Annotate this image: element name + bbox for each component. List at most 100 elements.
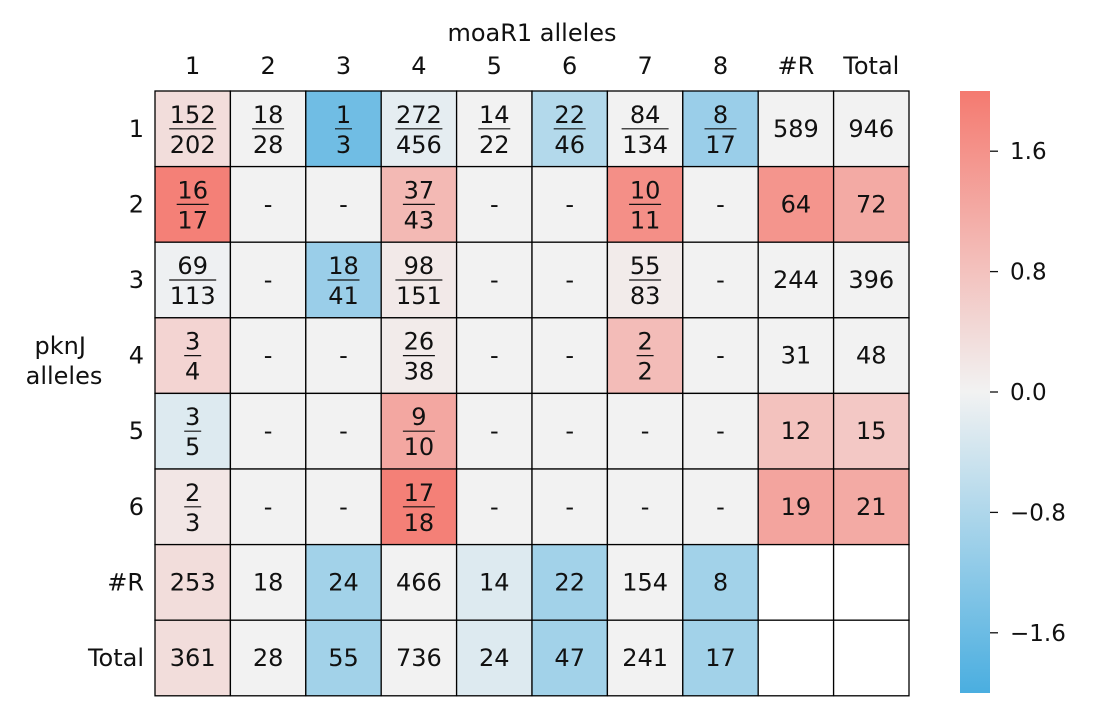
- heatmap-cell: [455, 468, 533, 546]
- column-label: 6: [562, 52, 577, 80]
- cell-value: 589: [773, 115, 819, 143]
- x-axis-title: moaR1 alleles: [447, 19, 616, 47]
- cell-denominator: 46: [554, 131, 585, 159]
- heatmap-cell: [682, 165, 759, 243]
- cell-dash: -: [490, 417, 499, 445]
- cell-value: 72: [856, 190, 887, 218]
- cell-value: 17: [705, 644, 736, 672]
- cell-value: 28: [253, 644, 284, 672]
- cell-value: 154: [622, 568, 668, 596]
- colorbar-tick-label: −0.8: [1010, 500, 1066, 526]
- cell-dash: -: [264, 417, 273, 445]
- cell-value: 466: [396, 568, 442, 596]
- cell-numerator: 55: [630, 252, 661, 280]
- cell-value: 31: [781, 342, 812, 370]
- cell-dash: -: [641, 493, 650, 521]
- cell-denominator: 22: [479, 131, 510, 159]
- heatmap-cell: [832, 468, 910, 546]
- cell-denominator: 113: [170, 282, 216, 310]
- heatmap-cell: [682, 619, 759, 697]
- cell-dash: -: [264, 266, 273, 294]
- cell-numerator: 18: [328, 252, 359, 280]
- cell-numerator: 9: [411, 403, 426, 431]
- cell-numerator: 3: [185, 328, 200, 356]
- cell-numerator: 16: [177, 176, 208, 204]
- cell-dash: -: [565, 190, 574, 218]
- cell-value: 24: [328, 568, 359, 596]
- cell-dash: -: [490, 493, 499, 521]
- heatmap-cell: [380, 619, 458, 697]
- heatmap-cell: [757, 619, 835, 697]
- heatmap-cell: [531, 317, 609, 395]
- cell-dash: -: [716, 342, 725, 370]
- heatmap-cell: [832, 165, 910, 243]
- heatmap-cell: [832, 317, 910, 395]
- cell-dash: -: [490, 190, 499, 218]
- cell-dash: -: [565, 417, 574, 445]
- cell-numerator: 22: [554, 101, 585, 129]
- heatmap-cell: [229, 317, 307, 395]
- heatmap-cell: [757, 317, 835, 395]
- cell-dash: -: [339, 493, 348, 521]
- heatmap-cell: [229, 468, 307, 546]
- cell-value: 18: [253, 568, 284, 596]
- heatmap-cell: [682, 543, 759, 621]
- y-axis-title-line-2: alleles: [26, 362, 103, 390]
- heatmap-cell: [832, 543, 910, 621]
- colorbar: [960, 91, 990, 693]
- y-axis-title-line-1: pknJ: [34, 332, 85, 360]
- heatmap-cell: [305, 165, 382, 243]
- cell-numerator: 272: [396, 101, 442, 129]
- cell-dash: -: [716, 493, 725, 521]
- heatmap-cell: [757, 543, 835, 621]
- column-label: Total: [842, 52, 899, 80]
- column-labels: 1 2 3 4 5 6 7 8 #R Total: [185, 52, 899, 80]
- cell-dash: -: [641, 417, 650, 445]
- cell-value: 47: [554, 644, 585, 672]
- cell-dash: -: [716, 417, 725, 445]
- row-label: 2: [129, 190, 144, 218]
- y-axis-title: pknJ alleles: [26, 332, 103, 390]
- cell-dash: -: [716, 266, 725, 294]
- colorbar-tick-label: −1.6: [1010, 621, 1066, 647]
- cell-value: 55: [328, 644, 359, 672]
- cell-numerator: 10: [630, 176, 661, 204]
- heatmap-cell: [531, 543, 609, 621]
- cell-value: 244: [773, 266, 819, 294]
- heatmap-cell: [757, 392, 835, 470]
- cell-dash: -: [565, 493, 574, 521]
- cell-denominator: 41: [328, 282, 359, 310]
- row-label: 3: [129, 266, 144, 294]
- colorbar-tick-label: 0.8: [1010, 260, 1047, 286]
- cell-dash: -: [339, 342, 348, 370]
- cell-dash: -: [264, 342, 273, 370]
- row-label: #R: [107, 568, 144, 596]
- cell-denominator: 151: [396, 282, 442, 310]
- cell-denominator: 5: [185, 433, 200, 461]
- cell-denominator: 11: [630, 206, 661, 234]
- cell-denominator: 17: [705, 131, 736, 159]
- cell-denominator: 202: [170, 131, 216, 159]
- row-labels: 1 2 3 4 5 6 #R Total: [87, 115, 144, 672]
- cell-denominator: 17: [177, 206, 208, 234]
- cell-denominator: 4: [185, 358, 200, 386]
- cell-numerator: 152: [170, 101, 216, 129]
- heatmap-cell: [229, 241, 307, 319]
- cell-denominator: 3: [185, 509, 200, 537]
- column-label: 5: [487, 52, 502, 80]
- cell-value: 15: [856, 417, 887, 445]
- heatmap-cell: [305, 543, 382, 621]
- heatmap-cell: [305, 619, 382, 697]
- cell-numerator: 3: [185, 403, 200, 431]
- cell-numerator: 37: [404, 176, 435, 204]
- cell-denominator: 43: [404, 206, 435, 234]
- cell-numerator: 17: [404, 479, 435, 507]
- cell-dash: -: [565, 342, 574, 370]
- heatmap-cell: [380, 543, 458, 621]
- cell-denominator: 2: [637, 358, 652, 386]
- heatmap-cell: [455, 241, 533, 319]
- heatmap-cell: [682, 241, 759, 319]
- cell-numerator: 18: [253, 101, 284, 129]
- heatmap-cell: [682, 468, 759, 546]
- row-label: 5: [129, 417, 144, 445]
